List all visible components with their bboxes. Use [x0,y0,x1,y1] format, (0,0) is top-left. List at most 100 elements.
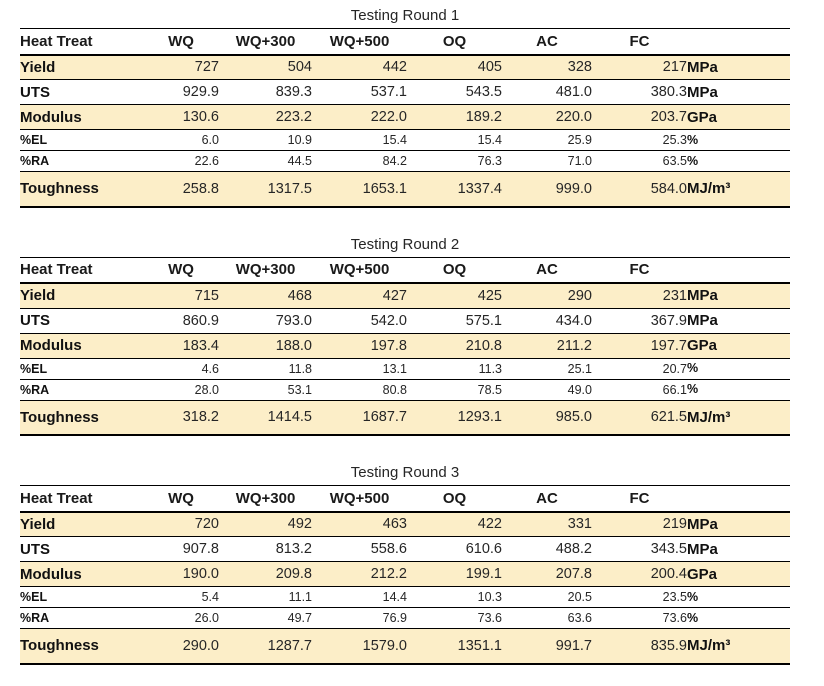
column-header: WQ+300 [235,261,296,279]
value-cell: 73.6 [477,611,502,625]
column-header: FC [629,489,650,507]
table-row: Yield 727 504 442 405 328 217 MPa [20,54,790,80]
value-cell: 13.1 [382,361,407,376]
row-label: Yield [20,515,56,533]
table-row: %RA 26.0 49.7 76.9 73.6 63.6 73.6% [20,608,790,629]
value-cell: 220.0 [555,109,592,125]
value-cell: 380.3 [650,84,687,100]
row-label: UTS [20,312,50,329]
value-cell: 537.1 [370,84,407,100]
column-header: WQ [168,489,194,507]
value-cell: 492 [287,516,312,533]
value-cell: 999.0 [555,180,592,197]
table-row: UTS 907.8 813.2 558.6 610.6 488.2 343.5 MPa [20,537,790,562]
value-cell: 813.2 [275,541,312,557]
value-cell: 199.1 [465,566,502,582]
table-row: Yield 720 492 463 422 331 219 MPa [20,511,790,537]
value-cell: 860.9 [182,312,219,329]
unit-cell: MPa [687,287,718,305]
value-cell: 258.8 [182,180,219,197]
value-cell: 835.9 [650,637,687,654]
value-cell: 53.1 [287,382,312,397]
value-cell: 6.0 [201,133,219,147]
column-header: FC [629,32,650,50]
unit-cell: MPa [687,515,718,533]
value-cell: 1351.1 [457,637,502,654]
value-cell: 219 [662,516,687,533]
value-cell: 209.8 [275,566,312,582]
value-cell: 71.0 [567,154,592,168]
value-cell: 203.7 [650,109,687,125]
column-header-units [687,29,790,55]
value-cell: 10.9 [287,133,312,147]
column-header: WQ [168,261,194,279]
value-cell: 1653.1 [362,180,407,197]
value-cell: 405 [477,59,502,76]
value-cell: 20.5 [567,590,592,604]
value-cell: 468 [287,287,312,304]
row-label: %EL [20,590,48,604]
column-header: WQ+500 [329,489,390,507]
row-label: Modulus [20,565,82,583]
data-table: Heat Treat WQ WQ+300 WQ+500 OQ AC FC Yield 715 46… [20,256,790,437]
row-label: Yield [20,58,56,76]
table-row: Toughness 290.0 1287.7 1579.0 1351.1 991.7 835… [20,628,790,664]
value-cell: 793.0 [275,312,312,329]
value-cell: 80.8 [382,382,407,397]
value-cell: 11.1 [288,590,312,604]
unit-cell: MPa [687,58,718,76]
value-cell: 14.4 [382,590,407,604]
value-cell: 1293.1 [457,409,502,426]
value-cell: 558.6 [370,541,407,557]
unit-cell: % [687,382,699,397]
value-cell: 1579.0 [362,637,407,654]
column-header: WQ+300 [235,32,296,50]
table-title: Testing Round 2 [350,235,460,253]
value-cell: 63.5 [662,154,687,168]
column-header: Heat Treat [20,32,93,50]
value-cell: 318.2 [182,409,219,426]
value-cell: 427 [382,287,407,304]
column-header: OQ [442,261,467,279]
value-cell: 425 [477,287,502,304]
unit-cell: MPa [687,540,718,558]
unit-cell: MJ/m³ [687,637,731,655]
column-header-units [687,257,790,283]
value-cell: 211.2 [556,337,592,354]
value-cell: 1287.7 [267,637,312,654]
value-cell: 26.0 [194,611,219,625]
report-sheet: Testing Round 1 Heat Treat WQ WQ+300 WQ+500 O… [20,7,790,665]
unit-cell: % [687,153,699,168]
value-cell: 11.8 [288,361,312,376]
value-cell: 422 [477,516,502,533]
row-label: Toughness [20,408,99,426]
table-row: Modulus 190.0 209.8 212.2 199.1 207.8 200.4 GPa [20,561,790,587]
column-header: AC [536,32,558,50]
data-table: Heat Treat WQ WQ+300 WQ+500 OQ AC FC Yield 720 49… [20,485,790,665]
value-cell: 188.0 [275,337,312,354]
value-cell: 78.5 [477,382,502,397]
unit-cell: MJ/m³ [687,180,731,198]
table-row: UTS 860.9 793.0 542.0 575.1 434.0 367.9 MPa [20,308,790,333]
value-cell: 1337.4 [457,180,502,197]
table-row: Yield 715 468 427 425 290 231 MPa [20,283,790,308]
value-cell: 290.0 [182,637,219,654]
value-cell: 488.2 [555,541,592,557]
value-cell: 543.5 [465,84,502,100]
value-cell: 25.1 [567,361,592,376]
value-cell: 1317.5 [267,180,312,197]
value-cell: 49.7 [287,611,312,625]
value-cell: 290 [567,287,592,304]
row-label: Yield [20,287,56,305]
table-row: UTS 929.9 839.3 537.1 543.5 481.0 380.3 MPa [20,80,790,105]
data-table: Heat Treat WQ WQ+300 WQ+500 OQ AC FC Yield 727 50… [20,28,790,208]
row-label: %RA [20,154,50,168]
value-cell: 130.6 [182,109,219,125]
value-cell: 197.7 [650,337,687,354]
value-cell: 4.6 [201,361,219,376]
row-label: %RA [20,611,50,625]
value-cell: 720 [194,516,219,533]
unit-cell: MPa [687,312,718,329]
row-label: %RA [20,382,50,397]
value-cell: 25.3 [662,133,687,147]
